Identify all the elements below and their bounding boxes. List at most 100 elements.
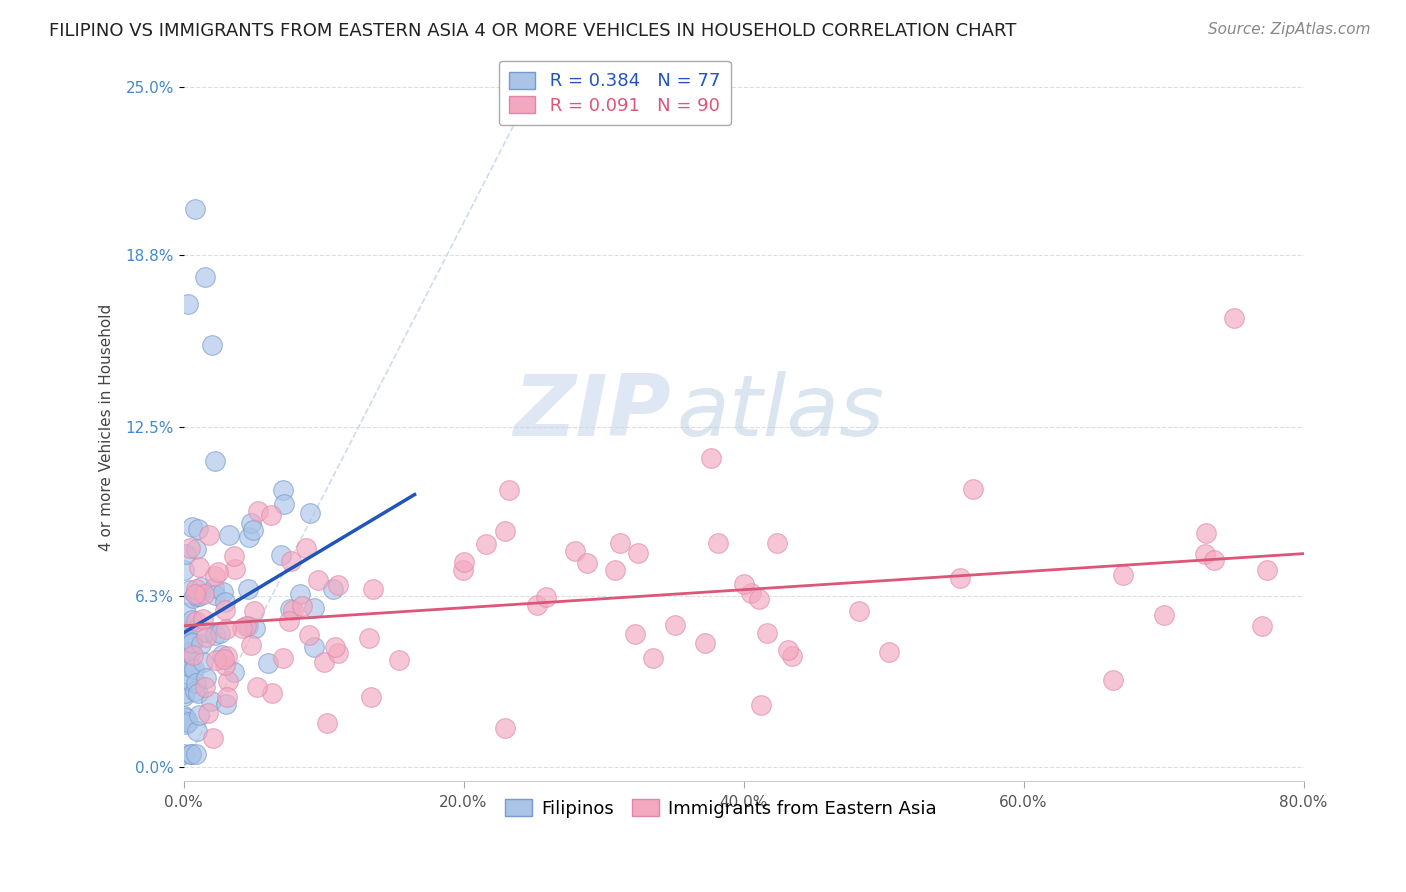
Point — [359, 631, 381, 645]
Point — [693, 636, 716, 650]
Point — [188, 707, 211, 722]
Point — [212, 651, 235, 665]
Point — [1112, 568, 1135, 582]
Point — [177, 666, 200, 681]
Point — [215, 698, 238, 712]
Point — [184, 587, 207, 601]
Point — [453, 556, 475, 570]
Point — [174, 607, 197, 621]
Point — [176, 644, 198, 658]
Point — [700, 451, 723, 466]
Point — [174, 547, 197, 561]
Point — [627, 546, 650, 560]
Point — [260, 508, 283, 522]
Point — [177, 673, 200, 687]
Point — [214, 603, 236, 617]
Point — [204, 454, 226, 468]
Point — [748, 592, 770, 607]
Point — [200, 338, 222, 352]
Point — [949, 571, 972, 585]
Point — [186, 676, 208, 690]
Point — [302, 601, 325, 615]
Point — [273, 497, 295, 511]
Point — [291, 599, 314, 614]
Point — [575, 557, 598, 571]
Point — [193, 587, 215, 601]
Point — [173, 563, 195, 577]
Point — [848, 604, 870, 618]
Point — [186, 582, 208, 597]
Point — [278, 602, 301, 616]
Point — [181, 591, 204, 605]
Text: atlas: atlas — [676, 371, 884, 454]
Point — [184, 614, 207, 628]
Point — [707, 535, 730, 549]
Point — [780, 648, 803, 663]
Point — [204, 628, 226, 642]
Point — [176, 717, 198, 731]
Point — [242, 604, 264, 618]
Point — [1204, 553, 1226, 567]
Point — [174, 647, 197, 661]
Point — [1194, 547, 1216, 561]
Point — [283, 603, 305, 617]
Point — [451, 563, 474, 577]
Point — [194, 680, 217, 694]
Point — [243, 621, 266, 635]
Point — [749, 698, 772, 713]
Point — [361, 582, 384, 597]
Point — [278, 614, 301, 628]
Point — [879, 645, 901, 659]
Legend: Filipinos, Immigrants from Eastern Asia: Filipinos, Immigrants from Eastern Asia — [498, 792, 945, 825]
Point — [177, 297, 200, 311]
Point — [173, 657, 195, 672]
Point — [209, 626, 232, 640]
Point — [603, 563, 626, 577]
Point — [388, 652, 411, 666]
Point — [212, 585, 235, 599]
Point — [218, 528, 240, 542]
Point — [195, 630, 218, 644]
Point — [179, 583, 201, 598]
Point — [190, 580, 212, 594]
Point — [173, 714, 195, 729]
Point — [204, 588, 226, 602]
Point — [195, 624, 218, 639]
Point — [180, 747, 202, 761]
Point — [302, 640, 325, 654]
Point — [240, 638, 263, 652]
Point — [197, 706, 219, 721]
Point — [217, 690, 239, 704]
Point — [1102, 673, 1125, 687]
Point — [534, 590, 557, 604]
Point — [180, 747, 202, 761]
Point — [231, 621, 253, 635]
Point — [280, 554, 302, 568]
Point — [526, 598, 548, 612]
Point — [360, 690, 382, 704]
Point — [778, 642, 800, 657]
Point — [190, 637, 212, 651]
Point — [173, 686, 195, 700]
Point — [1153, 608, 1175, 623]
Point — [474, 537, 496, 551]
Point — [236, 619, 259, 633]
Point — [188, 590, 211, 604]
Point — [1194, 526, 1216, 541]
Point — [191, 655, 214, 669]
Point — [181, 635, 204, 649]
Point — [314, 655, 336, 669]
Point — [176, 647, 198, 661]
Point — [755, 625, 778, 640]
Point — [217, 673, 239, 688]
Point — [191, 612, 214, 626]
Point — [173, 623, 195, 637]
Point — [224, 562, 246, 576]
Point — [181, 613, 204, 627]
Point — [288, 586, 311, 600]
Point — [176, 710, 198, 724]
Point — [214, 622, 236, 636]
Point — [298, 628, 321, 642]
Point — [242, 524, 264, 538]
Point — [184, 683, 207, 698]
